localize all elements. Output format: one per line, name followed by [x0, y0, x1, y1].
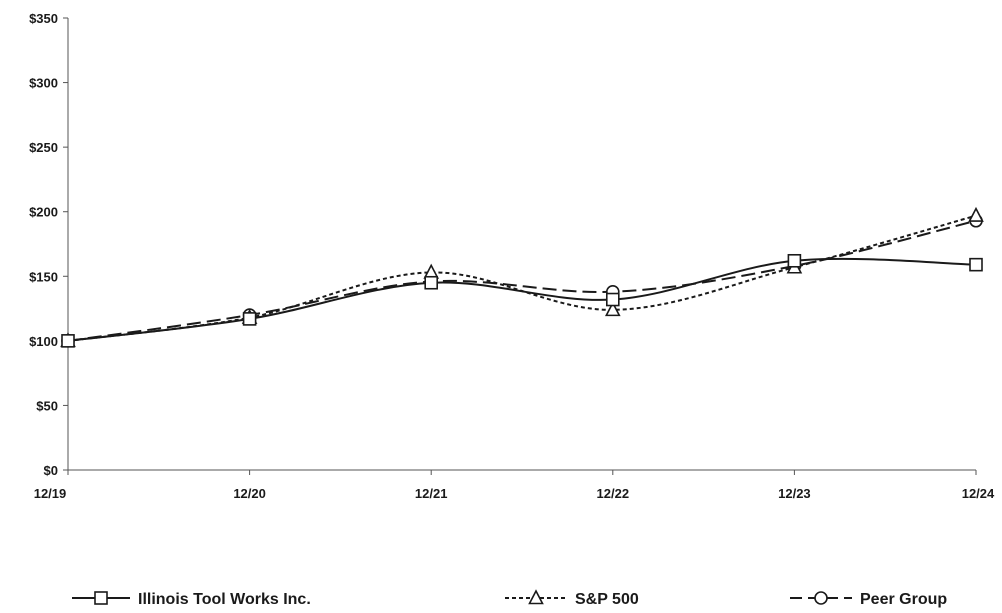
legend-sp-500-triangle-marker — [528, 589, 544, 605]
y-tick-label: $200 — [29, 205, 58, 220]
series-line-sp-500 — [67, 214, 977, 342]
x-tick-label: 12/23 — [778, 486, 811, 501]
sp-500-point-triangle-marker — [604, 301, 621, 317]
y-tick-label: $250 — [29, 140, 58, 155]
x-tick-label: 12/21 — [415, 486, 448, 501]
y-tick-label: $150 — [29, 269, 58, 284]
series-line-peer-group — [67, 219, 977, 342]
x-tick-label: 12/24 — [962, 486, 995, 501]
x-tick-label: 12/22 — [597, 486, 630, 501]
illinois-tool-works-point-square-marker — [605, 292, 620, 307]
series-square-group — [67, 257, 977, 342]
legend-label: Illinois Tool Works Inc. — [138, 591, 311, 608]
series-lines — [60, 206, 984, 348]
legend-item-peer-group: Peer Group — [790, 591, 947, 608]
illinois-tool-works-point-square-marker — [424, 275, 439, 290]
illinois-tool-works-point-square-marker — [61, 334, 75, 348]
legend-item-sp-500: S&P 500 — [505, 589, 639, 608]
y-tick-label: $0 — [44, 463, 58, 478]
legend-illinois-tool-works-square-marker — [94, 591, 108, 605]
legend-label: S&P 500 — [575, 591, 639, 608]
illinois-tool-works-point-square-marker — [787, 253, 802, 268]
sp-500-point-triangle-marker — [968, 206, 984, 222]
legend-item-illinois-tool-works: Illinois Tool Works Inc. — [72, 591, 311, 608]
legend-label: Peer Group — [860, 591, 947, 608]
series-line-illinois-tool-works — [67, 257, 977, 342]
illinois-tool-works-point-square-marker — [242, 312, 257, 326]
x-tick-label: 12/20 — [233, 486, 266, 501]
y-tick-label: $100 — [29, 334, 58, 349]
series-circle-group — [67, 219, 977, 342]
y-tick-label: $300 — [29, 76, 58, 91]
x-tick-label: 12/19 — [34, 486, 67, 501]
legend-peer-group-circle-marker — [814, 591, 828, 605]
illinois-tool-works-point-square-marker — [969, 257, 983, 272]
series-triangle-group — [67, 214, 977, 342]
axes: $0 $50 $100 $150 $200 $250 $300 $350 12/19 12/20 1… — [29, 11, 995, 501]
legend: Illinois Tool Works Inc. S&P 500 Peer Grou… — [72, 589, 947, 608]
y-tick-label: $50 — [36, 398, 58, 413]
y-tick-label: $350 — [29, 11, 58, 26]
